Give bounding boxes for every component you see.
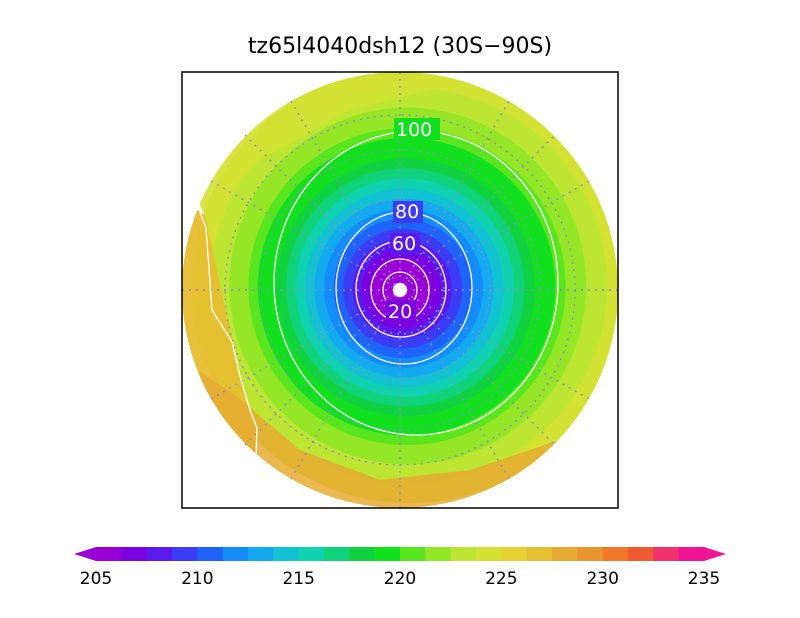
colorbar-box [501,547,528,561]
colorbar-box [197,547,224,561]
colorbar-box [222,547,249,561]
map-title: tz65l4040dsh12 (30S−90S) [247,34,553,59]
colorbar-box [628,547,654,561]
colorbar-box [248,547,274,561]
colorbar-box [577,547,604,561]
colorbar-box [146,547,173,561]
colorbar-box [602,547,629,561]
colorbar-box [374,547,401,561]
warm-edge-northwest [182,72,470,215]
colorbar-tick-label: 220 [384,569,416,589]
colorbar-box [96,547,122,561]
colorbar-box [526,547,553,561]
colorbar-tick-label: 205 [80,569,112,589]
colorbar-tick-label: 230 [586,569,618,589]
colorbar-box [450,547,477,561]
colorbar-box [121,547,148,561]
colorbar-box [324,547,350,561]
polar-map: 100 80 60 20 [181,71,619,509]
map-frame [181,71,619,509]
contour-labels: 100 80 60 20 [386,118,440,323]
colorbar-box [678,547,705,561]
colorbar-tick-label: 225 [485,569,517,589]
colorbar-box [349,547,376,561]
colorbar-tick-label: 235 [688,569,720,589]
colorbar-box [273,547,300,561]
colorbar-box [425,547,452,561]
colorbar-ticks: 205 210 215 220 225 230 235 [80,569,720,589]
colorbar-tick-label: 210 [181,569,213,589]
contour-west [199,211,258,459]
colorbar-box [476,547,502,561]
contour-label-20: 20 [388,301,412,323]
contour-lines [199,130,559,459]
colorbar-box [298,547,325,561]
contour-label-60: 60 [392,233,416,255]
colorbar-box [552,547,578,561]
contour-label-80: 80 [395,201,419,223]
colorbar-arrow-right [704,547,726,561]
colorbar-tick-label: 215 [282,569,314,589]
contour-label-100: 100 [396,119,432,141]
colorbar-box [400,547,426,561]
colorbar-boxes [74,547,726,561]
colorbar-box [653,547,680,561]
colorbar-arrow-left [74,547,96,561]
colorbar-box [172,547,198,561]
pole-marker [393,283,407,297]
